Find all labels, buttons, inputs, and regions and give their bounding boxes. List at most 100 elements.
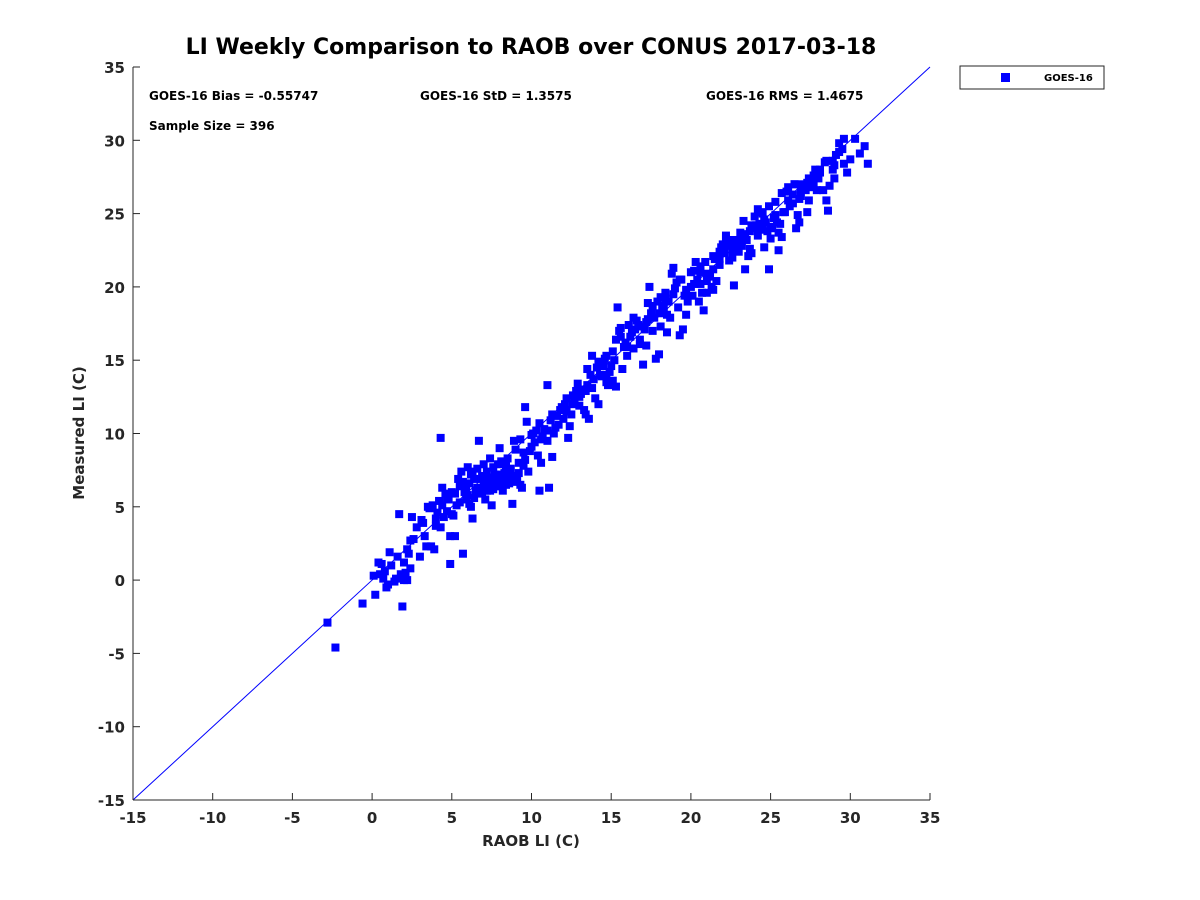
data-point (568, 400, 577, 409)
data-point (537, 435, 546, 444)
data-point (396, 570, 405, 579)
data-point (745, 244, 754, 253)
data-point (438, 483, 447, 492)
data-point (782, 187, 791, 196)
data-point (481, 495, 490, 504)
data-point (486, 454, 495, 463)
data-point (487, 474, 496, 483)
data-point (702, 288, 711, 297)
data-point (683, 297, 692, 306)
data-point (545, 483, 554, 492)
data-point (780, 208, 789, 217)
data-point (573, 379, 582, 388)
data-point (586, 370, 595, 379)
data-point (784, 183, 793, 192)
data-point (589, 375, 598, 384)
data-point (412, 523, 421, 532)
legend-label: GOES-16 (1044, 73, 1093, 84)
x-tick-label: 0 (367, 809, 377, 827)
data-point (828, 165, 837, 174)
data-point (669, 263, 678, 272)
data-point (463, 463, 472, 472)
data-point (433, 508, 442, 517)
data-point (438, 501, 447, 510)
data-point (647, 309, 656, 318)
data-point (830, 161, 839, 170)
legend-marker (1001, 73, 1010, 82)
data-point (822, 156, 831, 165)
data-point (639, 360, 648, 369)
data-point (674, 303, 683, 312)
data-point (798, 180, 807, 189)
data-point (562, 394, 571, 403)
data-point (656, 322, 665, 331)
data-point (591, 394, 600, 403)
data-point (470, 474, 479, 483)
y-tick-label: 30 (104, 132, 125, 150)
data-point (792, 224, 801, 233)
data-point (399, 558, 408, 567)
data-point (358, 599, 367, 608)
x-tick-label: 10 (521, 809, 542, 827)
y-tick-label: 5 (115, 499, 125, 517)
data-point (385, 548, 394, 557)
data-point (745, 227, 754, 236)
data-point (709, 285, 718, 294)
data-point (406, 564, 415, 573)
data-point (765, 265, 774, 274)
data-point (717, 243, 726, 252)
data-point (691, 257, 700, 266)
data-point (678, 325, 687, 334)
y-tick-label: 10 (104, 426, 125, 444)
data-point (527, 442, 536, 451)
data-point (490, 470, 499, 479)
data-point (425, 504, 434, 513)
data-point (599, 362, 608, 371)
data-point (682, 285, 691, 294)
data-point (482, 467, 491, 476)
data-point (753, 231, 762, 240)
data-point (473, 483, 482, 492)
data-point (709, 265, 718, 274)
data-point (323, 618, 332, 627)
data-point (819, 186, 828, 195)
data-point (374, 558, 383, 567)
data-point (430, 545, 439, 554)
data-point (548, 410, 557, 419)
data-point (766, 234, 775, 243)
data-point (403, 576, 412, 585)
data-point (331, 643, 340, 652)
data-point (524, 467, 533, 476)
data-point (439, 513, 448, 522)
data-point (758, 225, 767, 234)
data-point (549, 429, 558, 438)
data-point (830, 174, 839, 183)
data-point (486, 486, 495, 495)
data-point (631, 325, 640, 334)
data-point (572, 386, 581, 395)
data-point (514, 469, 523, 478)
data-point (457, 467, 466, 476)
y-tick-label: -10 (98, 719, 125, 737)
data-point (611, 382, 620, 391)
y-tick-label: 20 (104, 279, 125, 297)
data-point (379, 574, 388, 583)
data-point (565, 422, 574, 431)
data-point (680, 291, 689, 300)
data-point (422, 542, 431, 551)
data-point (479, 460, 488, 469)
data-point (637, 322, 646, 331)
data-point (753, 205, 762, 214)
data-point (662, 328, 671, 337)
data-point (487, 501, 496, 510)
data-point (446, 559, 455, 568)
data-point (828, 156, 837, 165)
data-point (688, 291, 697, 300)
rms-annotation: GOES-16 RMS = 1.4675 (706, 89, 863, 103)
data-point (823, 206, 832, 215)
data-point (720, 249, 729, 258)
x-tick-label: 15 (601, 809, 622, 827)
data-point (790, 180, 799, 189)
data-point (715, 247, 724, 256)
data-point (771, 197, 780, 206)
